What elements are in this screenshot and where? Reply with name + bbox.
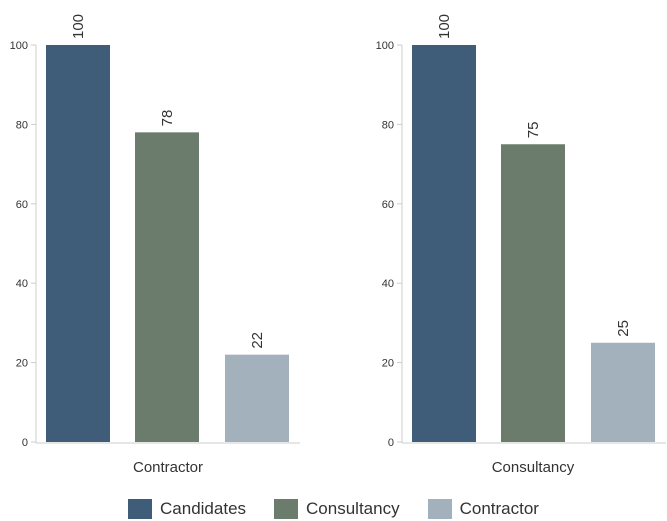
legend-swatch-candidates (128, 499, 153, 519)
y-tick-label: 40 (16, 278, 28, 290)
y-tick-label: 0 (388, 437, 394, 449)
y-tick-label: 100 (10, 40, 28, 52)
legend-swatch-consultancy (274, 499, 299, 519)
y-tick-label: 20 (382, 358, 394, 370)
legend-item-consultancy[interactable]: Consultancy (274, 499, 400, 519)
y-tick-label: 80 (382, 119, 394, 131)
data-label: 25 (615, 320, 632, 337)
data-label: 75 (525, 122, 542, 139)
legend-swatch-contractor (427, 499, 452, 519)
legend-label-consultancy: Consultancy (306, 499, 400, 518)
y-tick-label: 60 (382, 199, 394, 211)
data-label: 100 (436, 14, 453, 39)
y-tick-label: 40 (382, 278, 394, 290)
y-tick-label: 80 (16, 119, 28, 131)
bar (591, 342, 655, 442)
legend-item-candidates[interactable]: Candidates (128, 499, 246, 519)
data-label: 100 (70, 14, 87, 39)
category-label: Consultancy (492, 459, 575, 476)
bar-chart: 0 20 40 60 80 100 100 78 22 Contractor 0 20 40 60 80 10… (10, 14, 666, 476)
category-label: Contractor (133, 459, 203, 476)
bar (501, 144, 565, 442)
bar (225, 354, 289, 442)
data-label: 78 (159, 110, 176, 127)
bar (135, 132, 199, 442)
y-tick-label: 60 (16, 199, 28, 211)
y-tick-label: 0 (22, 437, 28, 449)
legend-label-candidates: Candidates (160, 499, 247, 518)
legend: Candidates Consultancy Contractor (0, 497, 667, 521)
legend-label-contractor: Contractor (459, 499, 539, 518)
y-tick-label: 20 (16, 358, 28, 370)
data-label: 22 (249, 332, 266, 349)
y-tick-label: 100 (376, 40, 394, 52)
bar (412, 45, 476, 442)
bar (46, 45, 110, 442)
legend-item-contractor[interactable]: Contractor (427, 499, 539, 519)
